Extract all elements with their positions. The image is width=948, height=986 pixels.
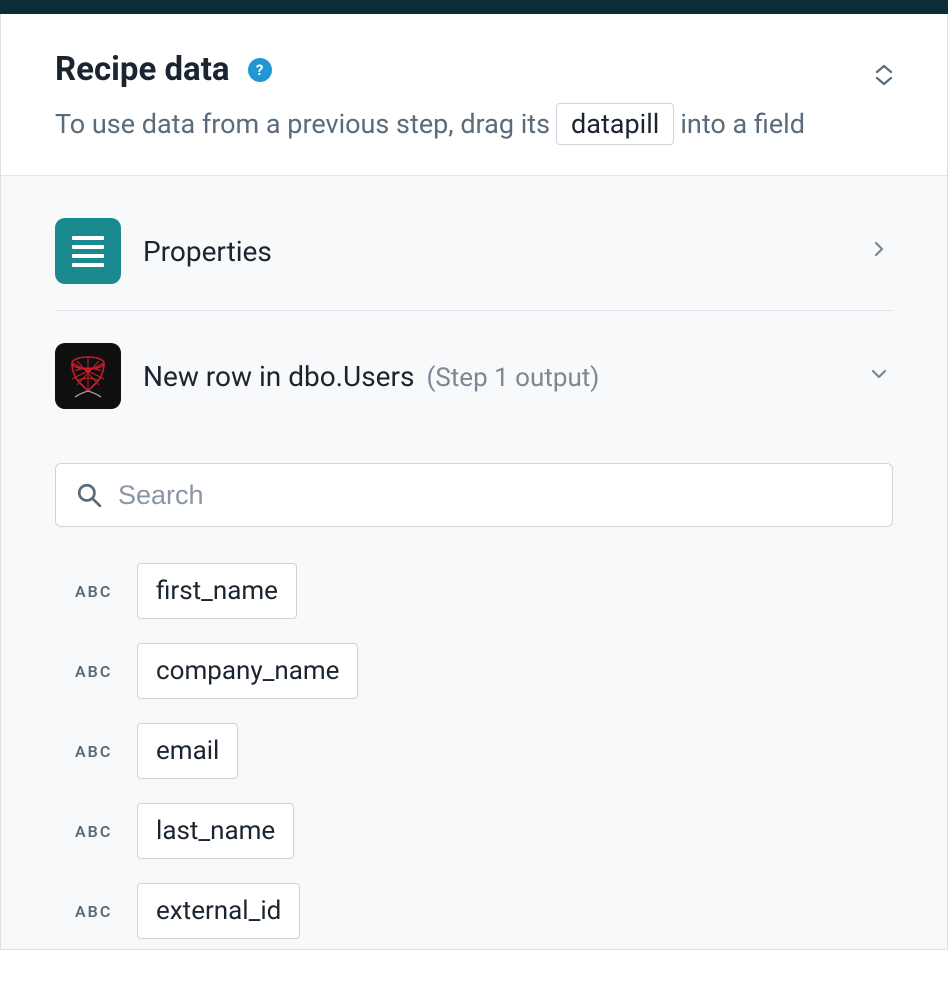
properties-icon-tile — [55, 218, 121, 284]
subtitle-suffix: into a field — [680, 108, 805, 140]
type-label-abc: ABC — [75, 822, 119, 841]
chevron-up-icon — [875, 64, 893, 74]
type-label-abc: ABC — [75, 662, 119, 681]
sql-server-icon — [65, 353, 111, 399]
panel-subtitle: To use data from a previous step, drag i… — [55, 103, 893, 145]
recipe-data-panel: Recipe data ? To use data from a previou… — [0, 14, 948, 950]
datapill-external-id[interactable]: external_id — [137, 883, 300, 939]
datapill-chip-example: datapill — [556, 103, 674, 145]
properties-section-header[interactable]: Properties — [55, 212, 893, 311]
datapill-email[interactable]: email — [137, 723, 238, 779]
chevron-down-icon — [871, 366, 887, 386]
datapill-row: ABC email — [75, 723, 893, 779]
datapill-row: ABC last_name — [75, 803, 893, 859]
subtitle-prefix: To use data from a previous step, drag i… — [55, 108, 550, 140]
step-output-subtitle: (Step 1 output) — [426, 363, 599, 393]
type-label-abc: ABC — [75, 582, 119, 601]
panel-header: Recipe data ? To use data from a previou… — [1, 14, 947, 176]
step-output-section-header[interactable]: New row in dbo.Users (Step 1 output) — [55, 337, 893, 435]
step-output-title-group: New row in dbo.Users (Step 1 output) — [143, 360, 599, 393]
properties-title: Properties — [143, 235, 272, 268]
datapill-row: ABC company_name — [75, 643, 893, 699]
list-icon — [72, 236, 104, 267]
sql-server-icon-tile — [55, 343, 121, 409]
search-icon — [76, 482, 102, 508]
chevron-right-icon — [871, 241, 887, 261]
datapill-last-name[interactable]: last_name — [137, 803, 294, 859]
datapill-company-name[interactable]: company_name — [137, 643, 358, 699]
datapill-row: ABC external_id — [75, 883, 893, 939]
type-label-abc: ABC — [75, 742, 119, 761]
panel-content: Properties New row in dbo.Users — [1, 176, 947, 949]
header-title-row: Recipe data ? — [55, 50, 893, 89]
window-top-bar — [0, 0, 948, 14]
expand-collapse-toggle[interactable] — [875, 64, 893, 86]
panel-title: Recipe data — [55, 50, 230, 89]
step-output-title: New row in dbo.Users — [143, 360, 414, 393]
datapill-list: ABC first_name ABC company_name ABC emai… — [55, 563, 893, 939]
search-box[interactable] — [55, 463, 893, 527]
type-label-abc: ABC — [75, 902, 119, 921]
datapill-row: ABC first_name — [75, 563, 893, 619]
datapill-first-name[interactable]: first_name — [137, 563, 297, 619]
search-input[interactable] — [118, 480, 872, 511]
chevron-down-icon — [875, 76, 893, 86]
help-icon[interactable]: ? — [248, 58, 272, 82]
